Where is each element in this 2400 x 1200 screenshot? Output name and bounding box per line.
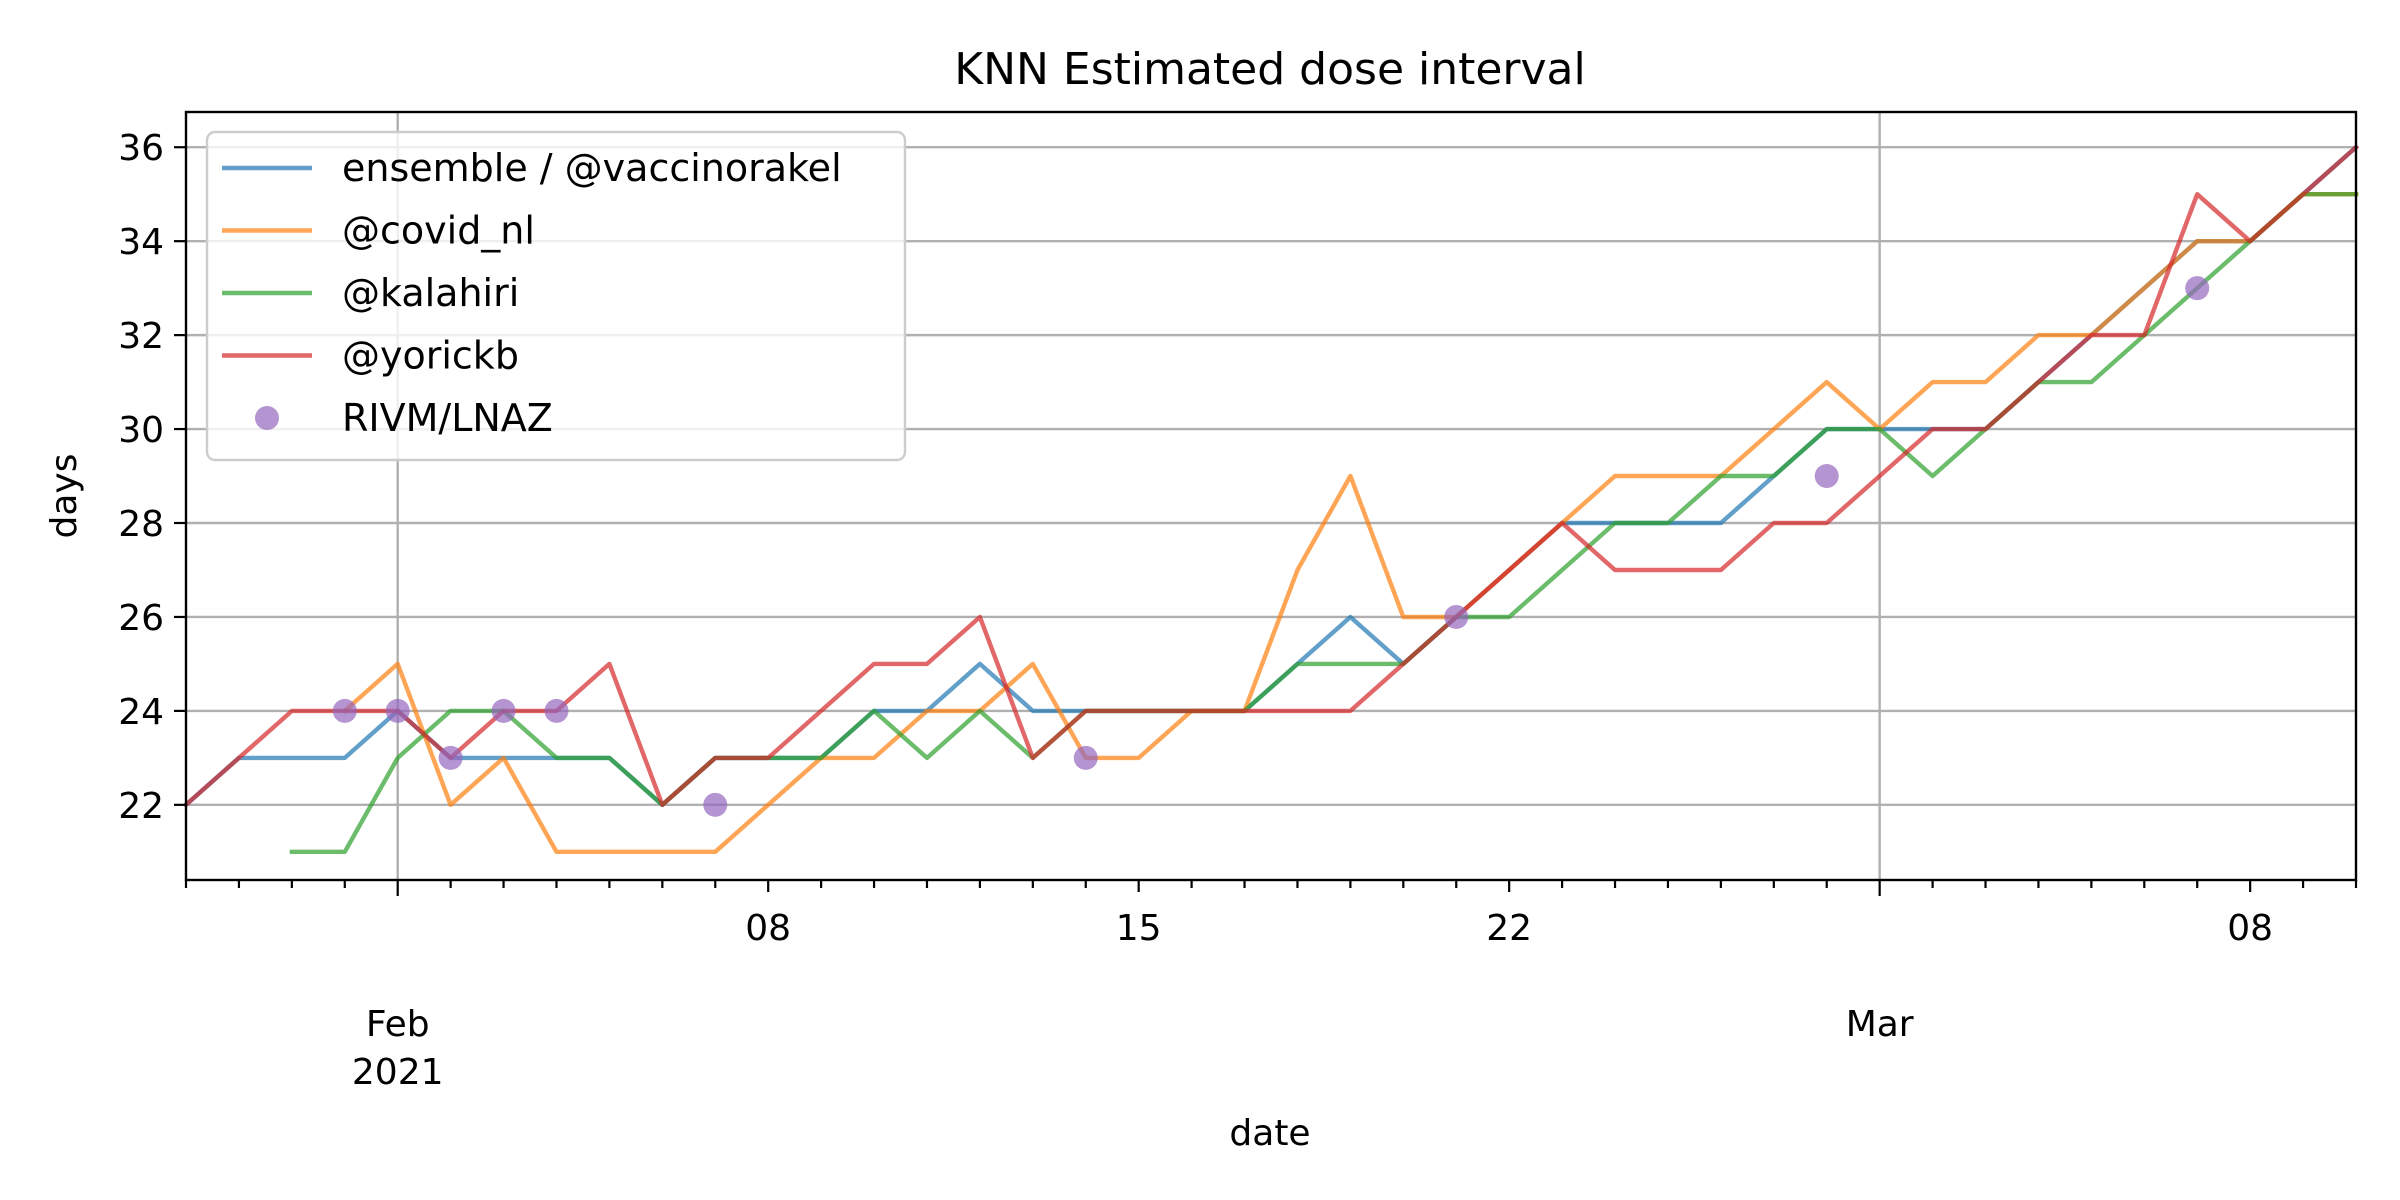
- x-tick-label: Mar: [1846, 1004, 1914, 1045]
- legend-label: @yorickb: [342, 334, 519, 378]
- legend-label: @covid_nl: [342, 209, 535, 253]
- legend-label: @kalahiri: [342, 271, 519, 315]
- data-point: [2185, 276, 2210, 301]
- y-tick-label: 26: [118, 598, 164, 639]
- y-tick-label: 22: [118, 786, 164, 827]
- legend-label: ensemble / @vaccinorakel: [342, 146, 842, 190]
- x-tick-label: 08: [745, 908, 791, 949]
- data-point: [1444, 604, 1469, 629]
- data-point: [438, 745, 463, 770]
- data-point: [1073, 745, 1098, 770]
- x-axis-label: date: [1229, 1113, 1310, 1154]
- legend-box: [205, 130, 907, 462]
- series-layer: [182, 144, 2360, 854]
- y-tick-label: 24: [118, 692, 164, 733]
- data-point: [332, 698, 357, 723]
- y-tick-label: 28: [118, 504, 164, 545]
- plot-frame: [184, 110, 2358, 882]
- data-point: [491, 698, 516, 723]
- x-tick-label: 15: [1116, 908, 1162, 949]
- x-tick-label: 22: [1486, 908, 1532, 949]
- legend-marker: [255, 406, 279, 430]
- legend-label: RIVM/LNAZ: [342, 396, 553, 440]
- data-point: [544, 698, 569, 723]
- series-line: [341, 191, 2359, 854]
- x-tick-label: 08: [2227, 908, 2273, 949]
- y-tick-label: 30: [118, 410, 164, 451]
- x-tick-sublabel: 2021: [352, 1052, 444, 1093]
- y-axis: 22 24 26 28 30 32 34 36: [118, 128, 186, 827]
- data-point: [703, 792, 728, 817]
- y-tick-label: 34: [118, 222, 164, 263]
- y-axis-label: days: [44, 454, 85, 539]
- x-tick-label: Feb: [366, 1004, 430, 1045]
- data-point: [385, 698, 410, 723]
- y-tick-label: 36: [118, 128, 164, 169]
- legend: ensemble / @vaccinorakel @covid_nl @kalahi…: [205, 130, 907, 462]
- data-point: [1814, 464, 1839, 489]
- y-tick-label: 32: [118, 316, 164, 357]
- x-axis: Feb 2021 08 15 22 Mar 08: [184, 880, 2358, 1093]
- chart-title: KNN Estimated dose interval: [954, 44, 1586, 95]
